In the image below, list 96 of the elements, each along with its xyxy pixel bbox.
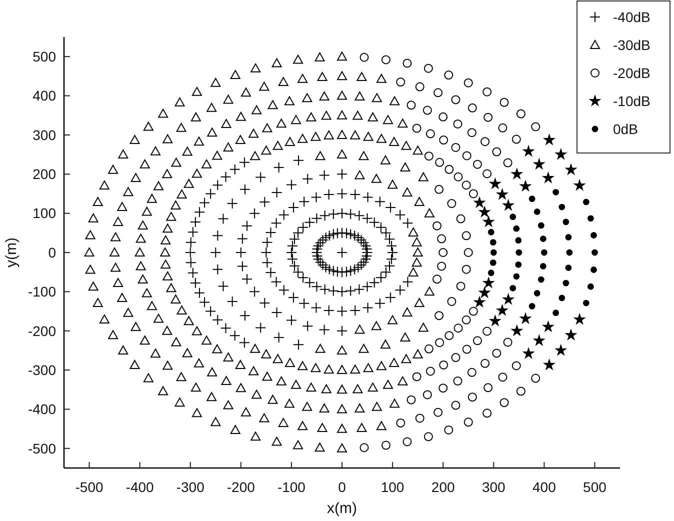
point	[544, 359, 555, 370]
point	[574, 314, 586, 324]
point	[534, 208, 540, 215]
point	[511, 325, 522, 336]
y-tick-label: 100	[32, 205, 56, 222]
point	[490, 259, 496, 266]
y-tick-label: 400	[32, 88, 56, 104]
x-tick-label: 500	[583, 479, 607, 495]
point	[515, 237, 522, 244]
point	[552, 310, 560, 316]
x-tick-label: 100	[380, 479, 404, 495]
y-tick-label: 0	[48, 244, 56, 260]
point	[515, 261, 522, 268]
legend-label: 0dB	[613, 120, 638, 137]
point	[574, 180, 586, 190]
y-tick-label: 200	[32, 166, 56, 182]
y-axis-title: y(m)	[3, 238, 20, 268]
point	[528, 196, 536, 202]
x-tick-label: -500	[75, 479, 104, 495]
point	[488, 228, 494, 236]
point	[479, 287, 490, 298]
point	[523, 348, 534, 358]
y-tick-label: -300	[28, 362, 56, 378]
point	[555, 344, 566, 356]
x-tick-label: 400	[532, 479, 556, 495]
y-tick-label: -200	[28, 322, 56, 339]
point	[538, 222, 544, 229]
point	[510, 214, 516, 220]
legend-label: -30dB	[613, 36, 650, 53]
legend-label: -20dB	[613, 64, 650, 81]
point	[483, 216, 494, 227]
y-tick-label: -100	[28, 284, 56, 300]
y-tick-label: 500	[32, 48, 56, 64]
point	[565, 234, 572, 240]
x-tick-label: -100	[277, 479, 306, 495]
point	[502, 200, 514, 210]
point	[513, 273, 520, 280]
point	[513, 225, 520, 232]
y-tick-label: -500	[28, 440, 56, 456]
point	[538, 276, 544, 283]
point	[483, 277, 494, 288]
point	[590, 266, 597, 273]
point	[528, 302, 536, 310]
point	[540, 263, 546, 270]
point	[566, 249, 573, 256]
point	[558, 204, 566, 210]
x-tick-label: -200	[226, 479, 256, 495]
point	[523, 146, 534, 156]
point	[592, 249, 598, 256]
x-tick-label: 0	[338, 479, 346, 495]
point	[582, 198, 590, 206]
point	[544, 134, 555, 145]
point	[540, 236, 546, 242]
point	[587, 215, 594, 222]
point	[565, 164, 576, 175]
point	[490, 249, 497, 256]
point	[542, 321, 554, 332]
point	[562, 218, 570, 226]
point	[490, 315, 501, 326]
y-tick-label: -400	[28, 401, 56, 418]
point	[496, 304, 508, 316]
point	[496, 188, 508, 200]
legend-label: -40dB	[613, 8, 650, 25]
point	[520, 312, 531, 324]
point	[474, 197, 485, 208]
point	[479, 206, 490, 217]
point	[587, 283, 594, 290]
point	[510, 284, 516, 292]
point	[520, 180, 531, 191]
x-tick-label: -400	[126, 479, 154, 495]
point	[490, 178, 501, 189]
x-axis-title: x(m)	[327, 500, 357, 517]
point	[590, 232, 597, 238]
x-tick-label: 300	[482, 479, 506, 495]
point	[552, 188, 560, 196]
point	[565, 329, 576, 340]
point	[534, 158, 545, 170]
point	[558, 294, 566, 302]
point	[540, 249, 548, 256]
y-tick-label: 300	[32, 126, 56, 143]
point	[534, 290, 540, 296]
point	[516, 249, 522, 256]
point	[562, 280, 570, 286]
point	[555, 148, 566, 160]
point	[534, 334, 545, 346]
point	[502, 294, 514, 304]
point	[511, 168, 522, 179]
point	[542, 172, 554, 183]
point	[582, 300, 590, 306]
point	[490, 239, 496, 246]
legend-label: -10dB	[613, 92, 650, 109]
point	[565, 264, 572, 271]
point	[474, 296, 485, 307]
point	[488, 270, 494, 276]
x-tick-label: 200	[431, 479, 455, 495]
x-tick-label: -300	[176, 479, 205, 495]
